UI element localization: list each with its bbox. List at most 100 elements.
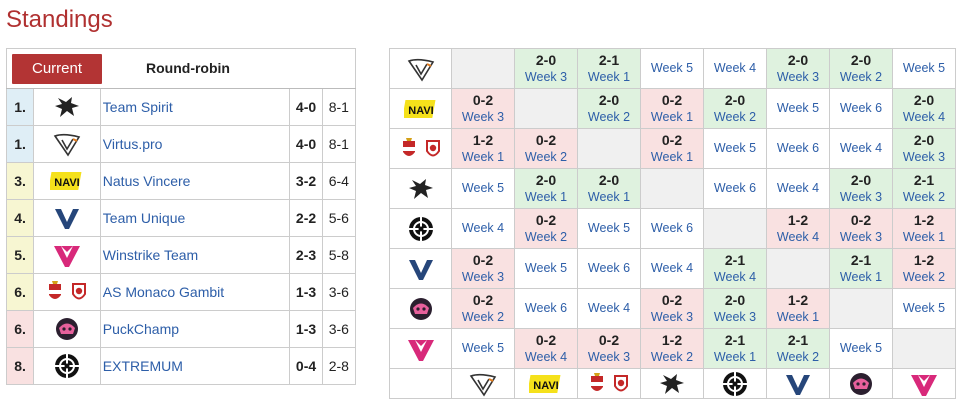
week-link[interactable]: Week 1 [839,269,883,284]
extremum-logo[interactable] [33,347,101,385]
week-link[interactable]: Week 6 [776,141,820,155]
matrix-cell-result: 2-0 Week 3 [892,128,956,169]
matrix-cell-result: 0-2 Week 1 [640,128,704,169]
week-link[interactable]: Week 5 [902,61,946,75]
week-link[interactable]: Week 1 [650,109,694,124]
week-link[interactable]: Week 1 [587,69,631,84]
winstrike-logo[interactable] [33,236,101,274]
week-link[interactable]: Week 5 [839,341,883,355]
week-link[interactable]: Week 4 [713,61,757,75]
navi-logo[interactable]: NAVI [389,88,452,129]
week-link[interactable]: Week 5 [524,261,568,275]
week-link[interactable]: Week 2 [524,149,568,164]
week-link[interactable]: Week 3 [650,309,694,324]
match-result: 2-0 [535,171,557,188]
week-link[interactable]: Week 5 [461,181,505,195]
virtuspro-logo[interactable] [33,125,101,163]
week-link[interactable]: Week 2 [839,69,883,84]
week-link[interactable]: Week 4 [587,301,631,315]
match-result: 0-2 [535,331,557,348]
puckchamp-logo[interactable] [33,310,101,348]
unique-logo[interactable] [766,368,830,399]
week-link[interactable]: Week 3 [461,109,505,124]
team-name-link[interactable]: PuckChamp [99,310,291,348]
puckchamp-logo[interactable] [829,368,893,399]
extremum-logo[interactable] [389,208,452,249]
week-link[interactable]: Week 5 [776,101,820,115]
tab-current[interactable]: Current [12,53,102,84]
team-name-link[interactable]: Team Spirit [99,88,291,126]
spirit-logo[interactable] [640,368,704,399]
week-link[interactable]: Week 6 [650,221,694,235]
team-name-link[interactable]: Virtus.pro [99,125,291,163]
week-link[interactable]: Week 1 [587,189,631,204]
week-link[interactable]: Week 2 [461,309,505,324]
matrix-cell-result: 0-2 Week 4 [514,328,578,369]
team-name-link[interactable]: Team Unique [99,199,291,237]
week-link[interactable]: Week 3 [587,349,631,364]
week-link[interactable]: Week 2 [713,109,757,124]
week-link[interactable]: Week 4 [902,109,946,124]
week-link[interactable]: Week 4 [776,181,820,195]
week-link[interactable]: Week 6 [713,181,757,195]
week-link[interactable]: Week 5 [902,301,946,315]
week-link[interactable]: Week 4 [461,221,505,235]
week-link[interactable]: Week 4 [839,141,883,155]
unique-logo[interactable] [389,248,452,289]
matrix-row: Week 4 0-2 Week 2 Week 5 Week 6 1-2 Week 4 0-2 W… [389,208,956,249]
monaco-gambit-logo[interactable] [389,128,452,169]
week-link[interactable]: Week 2 [650,349,694,364]
week-link[interactable]: Week 2 [524,229,568,244]
team-name-link[interactable]: EXTREMUM [99,347,291,385]
week-link[interactable]: Week 4 [776,229,820,244]
week-link[interactable]: Week 1 [461,149,505,164]
week-link[interactable]: Week 1 [902,229,946,244]
week-link[interactable]: Week 5 [461,341,505,355]
week-link[interactable]: Week 1 [713,349,757,364]
puckchamp-logo[interactable] [389,288,452,329]
week-link[interactable]: Week 4 [713,269,757,284]
week-link[interactable]: Week 2 [587,109,631,124]
virtuspro-logo[interactable] [451,368,515,399]
week-link[interactable]: Week 6 [839,101,883,115]
unique-logo[interactable] [33,199,101,237]
week-link[interactable]: Week 6 [524,301,568,315]
match-result: 1-2 [913,211,935,228]
week-link[interactable]: Week 5 [587,221,631,235]
match-result: 0-2 [661,131,683,148]
winstrike-logo[interactable] [892,368,956,399]
week-link[interactable]: Week 6 [587,261,631,275]
extremum-logo[interactable] [703,368,767,399]
monaco-gambit-logo[interactable] [33,273,101,311]
week-link[interactable]: Week 1 [650,149,694,164]
week-link[interactable]: Week 1 [776,309,820,324]
virtuspro-logo[interactable] [389,48,452,89]
week-link[interactable]: Week 2 [776,349,820,364]
week-link[interactable]: Week 5 [650,61,694,75]
week-link[interactable]: Week 3 [839,229,883,244]
week-link[interactable]: Week 3 [461,269,505,284]
team-name-link[interactable]: AS Monaco Gambit [99,273,291,311]
team-name-link[interactable]: Winstrike Team [99,236,291,274]
week-link[interactable]: Week 3 [839,189,883,204]
navi-logo[interactable]: NAVI [33,162,101,200]
navi-logo[interactable]: NAVI [514,368,578,399]
week-link[interactable]: Week 4 [524,349,568,364]
team-name-link[interactable]: Natus Vincere [99,162,291,200]
winstrike-logo[interactable] [389,328,452,369]
week-link[interactable]: Week 3 [713,309,757,324]
week-link[interactable]: Week 3 [776,69,820,84]
monaco-gambit-logo[interactable] [577,368,641,399]
spirit-logo[interactable] [389,168,452,209]
spirit-logo[interactable] [33,88,101,126]
week-link[interactable]: Week 3 [902,149,946,164]
week-link[interactable]: Week 4 [650,261,694,275]
tab-round-robin[interactable]: Round-robin [146,59,230,76]
matrix-row: Week 5 0-2 Week 4 0-2 Week 3 1-2 Week 2 2-1 Week… [389,328,956,369]
week-link[interactable]: Week 2 [902,189,946,204]
week-link[interactable]: Week 1 [524,189,568,204]
week-link[interactable]: Week 2 [902,269,946,284]
week-link[interactable]: Week 3 [524,69,568,84]
week-link[interactable]: Week 5 [713,141,757,155]
